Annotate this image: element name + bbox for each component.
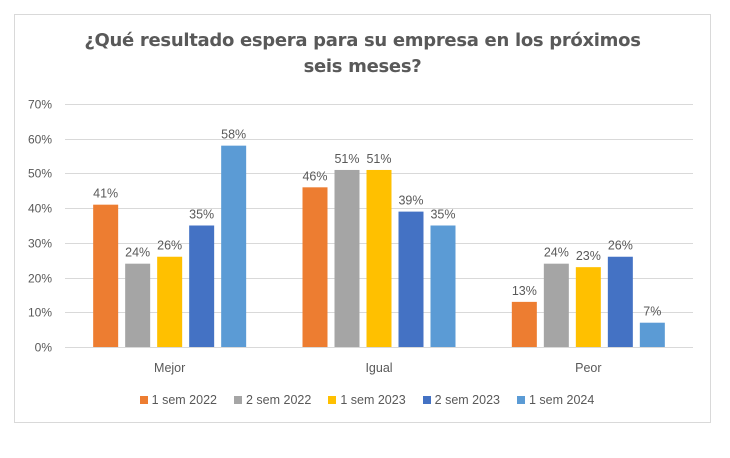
data-label: 51% [366, 152, 391, 166]
legend-label: 1 sem 2024 [528, 393, 595, 407]
bar [334, 169, 360, 347]
data-label: 35% [189, 208, 214, 222]
legend-item: 1 sem 2022 [139, 393, 217, 407]
legend-label: 2 sem 2023 [434, 393, 500, 407]
y-axis: 0% 10% 20% 30% 40% 50% 60% 70% [28, 98, 52, 355]
bar [189, 225, 215, 347]
legend-label: 1 sem 2023 [340, 393, 406, 407]
chart-title-line-2: seis meses? [303, 56, 422, 77]
y-tick-label: 0% [35, 341, 53, 355]
legend-item: 1 sem 2024 [516, 393, 595, 407]
data-label: 58% [221, 128, 246, 142]
bar [302, 187, 328, 347]
bar [93, 204, 119, 347]
legend-swatch [139, 396, 148, 404]
legend-label: 2 sem 2022 [246, 393, 312, 407]
bar [366, 169, 392, 347]
data-labels: 41% 24% 26% 35% 58% 46% 51% 51% 39% 35% 13% 24% 23% 2… [93, 128, 661, 319]
y-tick-label: 10% [28, 306, 52, 320]
bar [398, 211, 424, 347]
data-label: 26% [608, 239, 633, 253]
y-tick-label: 60% [28, 133, 52, 147]
bar [575, 267, 601, 347]
data-label: 51% [334, 152, 359, 166]
legend-item: 2 sem 2023 [422, 393, 500, 407]
y-tick-label: 50% [28, 167, 52, 181]
legend-swatch [422, 396, 431, 404]
legend-item: 2 sem 2022 [234, 393, 311, 407]
x-tick-label: Peor [575, 361, 601, 375]
bar [221, 145, 247, 347]
bar [430, 225, 456, 347]
x-tick-label: Igual [365, 361, 392, 375]
bars [93, 145, 665, 347]
bar [639, 322, 665, 347]
data-label: 13% [512, 284, 537, 298]
data-label: 23% [576, 249, 601, 263]
data-label: 26% [157, 239, 182, 253]
legend-label: 1 sem 2022 [151, 393, 217, 407]
bar [157, 256, 183, 347]
data-label: 39% [398, 194, 423, 208]
data-label: 24% [544, 246, 569, 260]
legend-item: 1 sem 2023 [328, 393, 406, 407]
data-label: 35% [430, 208, 455, 222]
bar [543, 263, 569, 347]
chart-title-line-1: ¿Qué resultado espera para su empresa en… [84, 30, 641, 51]
legend-swatch [328, 396, 337, 404]
bar [125, 263, 151, 347]
chart-frame [14, 14, 711, 423]
data-label: 41% [93, 187, 118, 201]
y-tick-label: 70% [28, 98, 52, 112]
chart-title: ¿Qué resultado espera para su empresa en… [14, 28, 711, 80]
legend: 1 sem 2022 2 sem 2022 1 sem 2023 2 sem 2023… [0, 393, 730, 407]
legend-swatch [516, 396, 525, 404]
bar [607, 256, 633, 347]
data-label: 46% [302, 169, 327, 183]
legend-swatch [234, 396, 242, 404]
bar [511, 301, 537, 347]
y-tick-label: 20% [28, 272, 52, 286]
data-label: 24% [125, 246, 150, 260]
x-axis: Mejor Igual Peor [154, 361, 602, 375]
y-tick-label: 30% [28, 237, 52, 251]
x-tick-label: Mejor [154, 361, 185, 375]
data-label: 7% [643, 305, 661, 319]
y-tick-label: 40% [28, 202, 52, 216]
